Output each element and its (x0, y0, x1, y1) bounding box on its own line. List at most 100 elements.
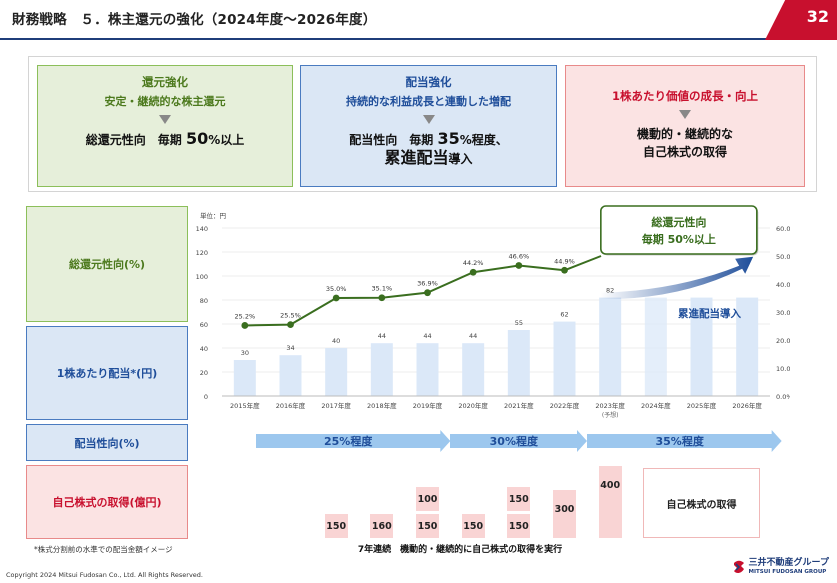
dps-bar-label: 82 (606, 287, 614, 295)
buyback-amount-cell: 150 (507, 487, 531, 511)
right-axis-tick: 30.0% (776, 309, 790, 317)
dividend-chart: 0 20 40 60 80 100 120 140 単位：円 0.0% 10.0% 20.0% 30.0… (196, 205, 790, 419)
policy-heading: 還元強化 (142, 75, 188, 89)
policy-box-dividend: 配当強化 持続的な利益成長と連動した増配 配当性向 毎期 35%程度、 累進配当… (300, 65, 557, 187)
dps-bar (325, 348, 348, 396)
progressive-dividend-label: 累進配当導入 (678, 307, 741, 320)
policy-box-buyback: 1株あたり価値の成長・向上 機動的・継続的な 自己株式の取得 (565, 65, 805, 187)
dps-bar-label: 55 (515, 319, 523, 327)
dps-bar-label: 44 (378, 332, 386, 340)
right-axis-tick: 20.0% (776, 337, 790, 345)
x-axis-tick: 2022年度 (550, 401, 580, 410)
buyback-amount-cell: 150 (416, 514, 439, 538)
x-axis-sublabel: (予想) (602, 411, 619, 419)
page-title: 財務戦略 ５．株主還元の強化（2024年度～2026年度） (12, 12, 377, 28)
dps-bar-label: 44 (469, 332, 477, 340)
payout-range-arrow: 30%程度 (450, 430, 588, 452)
total-return-label: 36.9% (417, 280, 438, 288)
x-axis-tick: 2025年度 (687, 401, 717, 410)
policy-target: 総還元性向 毎期 50%以上 (85, 129, 245, 148)
down-triangle-icon (422, 115, 435, 124)
total-return-label: 35.0% (326, 285, 347, 293)
dps-bar-label: 44 (423, 332, 431, 340)
total-return-point (332, 294, 340, 302)
dps-future-bar (644, 297, 667, 396)
dps-future-bar (690, 297, 713, 396)
policy-subheading: 持続的な利益成長と連動した増配 (346, 95, 511, 108)
logo-text-jp: 三井不動産グループ (748, 558, 829, 568)
buyback-amount-cell: 150 (507, 514, 531, 538)
right-axis-tick: 40.0% (776, 281, 790, 289)
x-axis-tick: 2016年度 (276, 401, 306, 410)
row-label-dps: 1株あたり配当*(円) (26, 326, 188, 420)
x-axis-tick: 2017年度 (321, 401, 351, 410)
left-axis-tick: 0 (204, 393, 208, 401)
row-label-total-return: 総還元性向(%) (26, 206, 188, 322)
dps-bar (553, 321, 576, 396)
left-axis-tick: 140 (196, 225, 208, 233)
payout-range-label: 25%程度 (323, 435, 373, 448)
dps-bar (233, 360, 256, 396)
total-return-point (424, 289, 431, 297)
mitsui-fudosan-logo-icon (733, 560, 744, 574)
left-axis-tick: 60 (200, 321, 208, 329)
policy-box-total-return: 還元強化 安定・継続的な株主還元 総還元性向 毎期 50%以上 (37, 65, 293, 187)
total-return-point (515, 262, 523, 269)
x-axis-tick: 2023年度 (595, 401, 625, 410)
row-label-buyback: 自己株式の取得(億円) (26, 465, 188, 539)
down-triangle-icon (679, 110, 691, 119)
total-return-line (244, 264, 565, 327)
right-axis-tick: 60.0% (776, 225, 790, 233)
total-return-line-extension (564, 255, 602, 272)
right-arrow-icon (587, 430, 782, 452)
x-axis-tick: 2020年度 (458, 401, 488, 410)
callout-line1: 総還元性向 (651, 215, 706, 229)
total-return-point (469, 268, 477, 276)
total-return-label: 35.1% (372, 285, 393, 293)
total-return-point (378, 294, 386, 302)
down-triangle-icon (159, 115, 171, 124)
total-return-point (561, 266, 568, 274)
payout-range-arrow: 25%程度 (256, 430, 451, 452)
payout-range-arrow: 35%程度 (587, 430, 782, 452)
progressive-growth-arrow-icon (600, 256, 754, 299)
dps-bar (462, 343, 485, 396)
header-divider (0, 38, 778, 40)
total-return-point (287, 321, 294, 328)
right-axis-tick: 0.0% (776, 393, 790, 401)
payout-range-label: 30%程度 (489, 435, 538, 448)
right-arrow-icon (450, 430, 588, 452)
dps-bar (279, 355, 302, 396)
right-axis-tick: 50.0% (776, 253, 790, 261)
callout-box (600, 205, 758, 255)
dps-bar (370, 343, 393, 396)
total-return-label: 44.2% (463, 259, 484, 267)
buyback-amount-cell: 400 (598, 466, 622, 538)
buyback-amount-cell: 150 (461, 514, 485, 538)
payout-range-label: 35%程度 (655, 435, 704, 448)
dps-bar-label: 62 (560, 311, 568, 319)
right-arrow-icon (256, 430, 451, 452)
policy-target: 配当性向 毎期 35%程度、 累進配当導入 (349, 129, 508, 167)
total-return-label: 46.6% (509, 253, 530, 261)
dps-bar-label: 30 (241, 349, 249, 357)
left-axis-tick: 80 (200, 297, 208, 305)
total-return-label: 44.9% (554, 257, 575, 265)
unit-label: 単位：円 (200, 211, 226, 220)
x-axis-tick: 2018年度 (367, 401, 397, 410)
left-axis-tick: 20 (200, 369, 208, 377)
copyright: Copyright 2024 Mitsui Fudosan Co., Ltd. … (6, 571, 203, 579)
total-return-point (241, 322, 249, 329)
header: 財務戦略 ５．株主還元の強化（2024年度～2026年度） 32 (0, 0, 837, 40)
policy-heading: 配当強化 (405, 75, 452, 89)
left-axis-tick: 120 (196, 249, 208, 257)
left-axis-tick: 40 (200, 345, 208, 353)
total-return-label: 25.5% (280, 312, 301, 320)
dps-bar-label: 34 (286, 344, 294, 352)
buyback-amount-cell: 300 (553, 490, 576, 538)
dps-bar (416, 343, 439, 396)
company-logo: 三井不動産グループ MITSUI FUDOSAN GROUP (732, 558, 829, 576)
right-axis-tick: 10.0% (776, 365, 790, 373)
x-axis-tick: 2019年度 (413, 401, 443, 410)
left-axis-tick: 100 (196, 273, 208, 281)
